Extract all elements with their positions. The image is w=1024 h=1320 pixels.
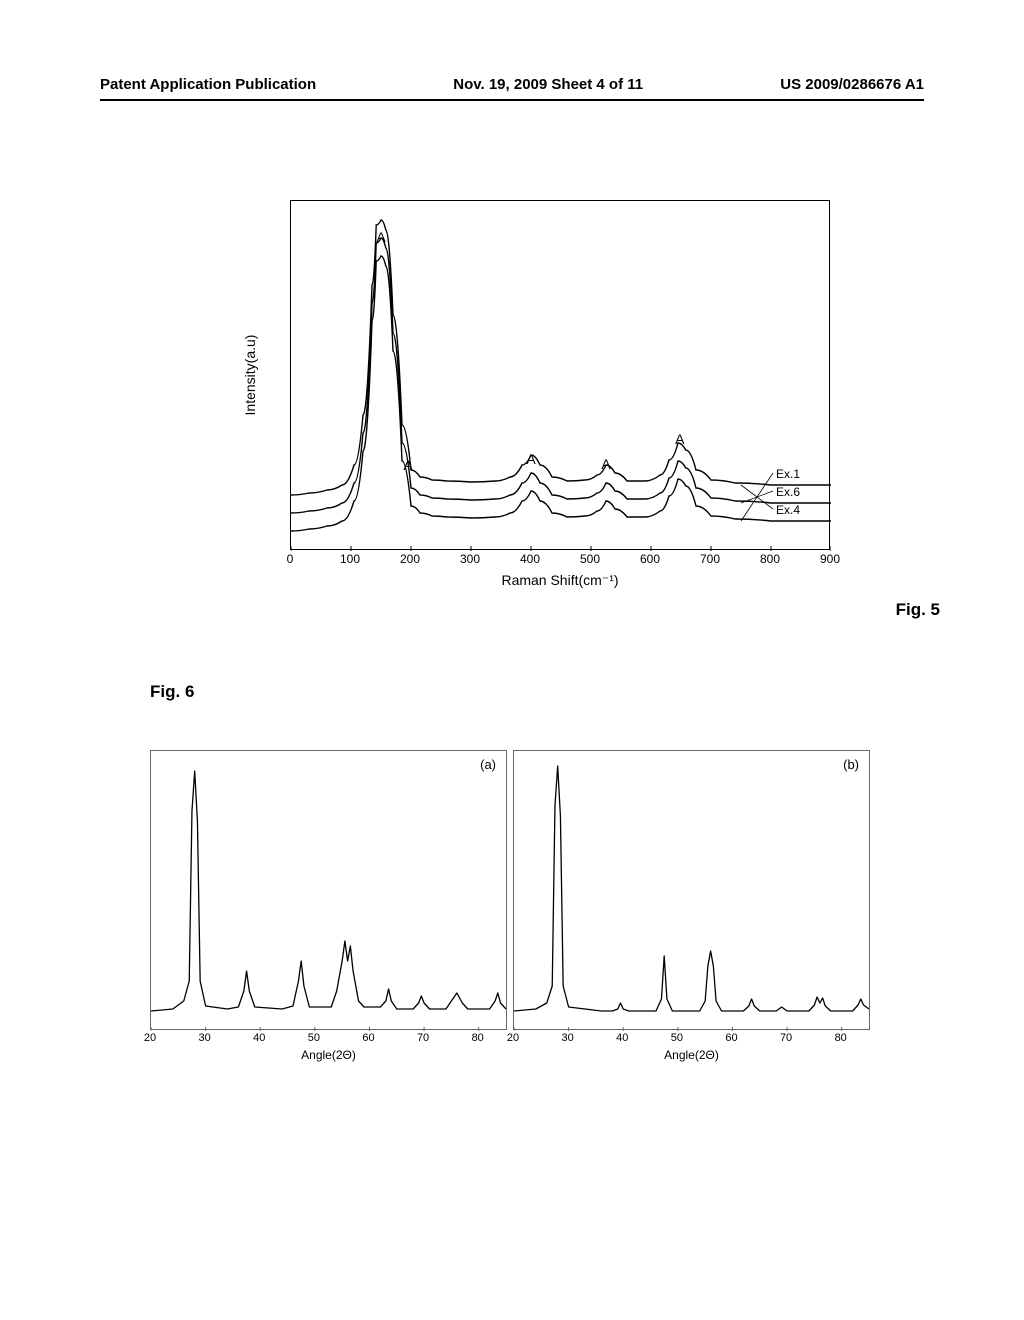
fig5-peak-label: A <box>403 457 412 473</box>
figure-5: Intensity(a.u) A A A A A Ex.4 Ex.6 Ex.1 0 100 200… <box>230 200 840 610</box>
fig5-xtick: 300 <box>460 552 480 566</box>
fig6-xtick: 20 <box>507 1032 519 1044</box>
fig6-xtick: 60 <box>725 1032 737 1044</box>
fig6-panel-a-tag: (a) <box>480 757 496 772</box>
fig5-curves <box>291 201 831 551</box>
fig6-xtick: 50 <box>308 1032 320 1044</box>
fig5-caption: Fig. 5 <box>896 600 940 620</box>
fig5-xtick: 200 <box>400 552 420 566</box>
fig6-xtick: 30 <box>561 1032 573 1044</box>
fig5-peak-label: A <box>675 431 684 447</box>
fig5-series-2 <box>291 220 831 495</box>
fig5-xtick: 700 <box>700 552 720 566</box>
figure-6: (a) 20304050607080 Angle(2Θ) (b) 2030405… <box>150 750 870 1080</box>
header-center: Nov. 19, 2009 Sheet 4 of 11 <box>453 76 643 93</box>
header-right: US 2009/0286676 A1 <box>780 76 924 93</box>
fig6-xtick: 40 <box>253 1032 265 1044</box>
fig6-xtick: 80 <box>472 1032 484 1044</box>
fig6-xtick: 80 <box>835 1032 847 1044</box>
fig5-series-label: Ex.1 <box>776 467 800 481</box>
fig6-xtick: 60 <box>362 1032 374 1044</box>
fig5-series-label: Ex.6 <box>776 485 800 499</box>
fig6-panel-b: (b) 20304050607080 Angle(2Θ) <box>513 750 870 1080</box>
fig6-curve <box>151 771 506 1011</box>
fig5-peak-label: A <box>526 451 535 467</box>
fig6-curve <box>514 766 869 1011</box>
fig6-curve-b <box>514 751 869 1031</box>
fig5-xtick: 500 <box>580 552 600 566</box>
fig5-plot-area: A A A A A Ex.4 Ex.6 Ex.1 <box>290 200 830 550</box>
fig6-caption: Fig. 6 <box>150 682 194 702</box>
fig6-curve-a <box>151 751 506 1031</box>
fig5-xlabel: Raman Shift(cm⁻¹) <box>290 572 830 589</box>
fig5-peak-label: A <box>376 229 385 245</box>
page-header: Patent Application Publication Nov. 19, … <box>100 76 924 101</box>
fig5-xtick: 100 <box>340 552 360 566</box>
fig6-xtick: 70 <box>417 1032 429 1044</box>
fig5-xtick: 0 <box>287 552 294 566</box>
fig5-ylabel: Intensity(a.u) <box>242 335 258 416</box>
fig5-xtick: 800 <box>760 552 780 566</box>
header-left: Patent Application Publication <box>100 76 316 93</box>
fig6-xtick: 70 <box>780 1032 792 1044</box>
fig5-xtick: 400 <box>520 552 540 566</box>
fig6-xtick: 40 <box>616 1032 628 1044</box>
fig6-xlabel-a: Angle(2Θ) <box>150 1048 507 1062</box>
fig6-plot-a: (a) <box>150 750 507 1030</box>
fig5-series-label: Ex.4 <box>776 503 800 517</box>
fig5-xtick: 900 <box>820 552 840 566</box>
fig6-xtick: 20 <box>144 1032 156 1044</box>
fig6-xtick: 50 <box>671 1032 683 1044</box>
fig5-peak-label: A <box>601 456 610 472</box>
fig5-series-1 <box>291 238 831 513</box>
fig6-xtick: 30 <box>198 1032 210 1044</box>
fig6-plot-b: (b) <box>513 750 870 1030</box>
fig6-panel-b-tag: (b) <box>843 757 859 772</box>
fig6-panel-a: (a) 20304050607080 Angle(2Θ) <box>150 750 507 1080</box>
fig6-xlabel-b: Angle(2Θ) <box>513 1048 870 1062</box>
fig5-xtick: 600 <box>640 552 660 566</box>
fig5-xticks: 0100200300400500600700800900 <box>290 550 830 572</box>
